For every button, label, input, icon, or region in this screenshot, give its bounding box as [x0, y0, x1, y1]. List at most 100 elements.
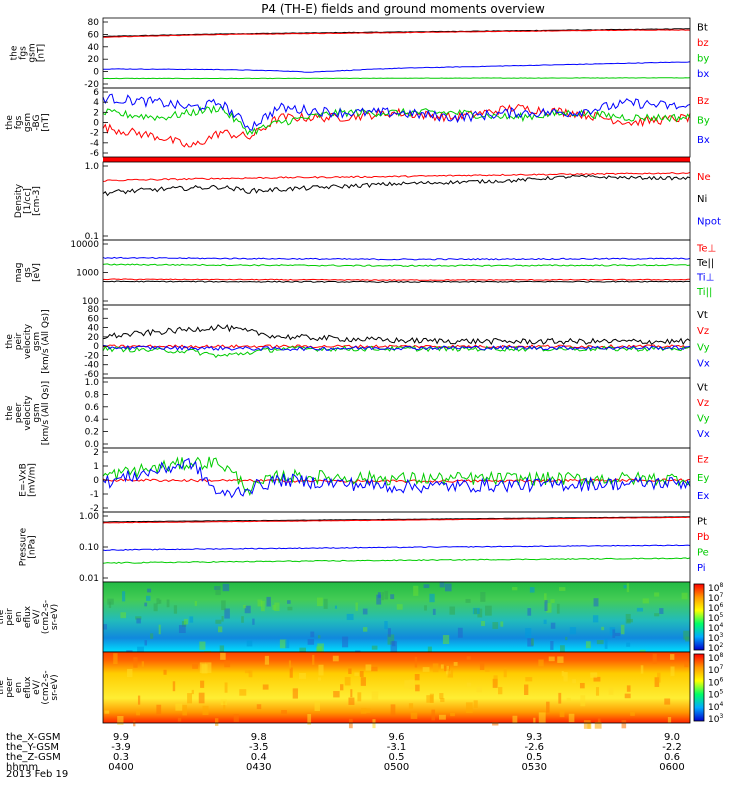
- x-tick-label: 0.5: [526, 752, 542, 763]
- series-Vx: [102, 344, 691, 352]
- panel-density: 1.0 0.1 Density[1/cc][cm-3] Ne Ni Npot: [14, 161, 721, 242]
- colorbar-label: 104: [708, 701, 723, 713]
- y-axis-label: thepeervelocitygsm[km/s (All Qs)]: [5, 381, 51, 445]
- x-tick-label: -3.5: [249, 742, 269, 753]
- series-Ex: [102, 457, 691, 499]
- y-tick-label: 1: [93, 462, 99, 472]
- series-bx: [103, 61, 691, 73]
- series-Pt: [102, 516, 691, 523]
- legend-Vz: Vz: [697, 398, 709, 409]
- y-tick-label: 100: [82, 297, 99, 307]
- x-tick-label: -2.2: [662, 742, 682, 753]
- legend-Pe: Pe: [697, 548, 709, 559]
- y-axis-label: E=-VxB[mV/m]: [19, 463, 38, 497]
- series-Te||: [102, 280, 691, 283]
- spectrogram-peer-flux: [103, 652, 690, 723]
- legend-Bx: Bx: [697, 135, 710, 146]
- y-tick-label: -2: [90, 504, 99, 514]
- series-bz: [103, 29, 691, 38]
- x-row-label: hhmm: [6, 762, 38, 773]
- y-tick-label: 1.0: [85, 378, 100, 388]
- series-Bx: [102, 93, 691, 131]
- panel-temp: 10000 1000 100 maggs[eV] Te⊥ Te|| Ti⊥ Ti||: [14, 239, 716, 307]
- y-tick-label: 0.8: [85, 390, 100, 400]
- y-axis-label: thepeirenefluxeV/(cm2-s-sr-eV): [0, 600, 60, 634]
- x-tick-label: 9.9: [113, 732, 129, 743]
- y-tick-label: -20: [84, 351, 99, 361]
- x-tick-label: -3.1: [387, 742, 407, 753]
- series-Pi: [102, 544, 691, 552]
- legend-Ti||: Ti||: [696, 287, 712, 298]
- legend-Npot: Npot: [697, 216, 721, 227]
- x-row-label: the_Y-GSM: [6, 742, 59, 753]
- y-axis-label: thepeirvelocitygsm[km/s (All Qs)]: [5, 309, 51, 373]
- y-tick-label: 0.1: [85, 232, 99, 242]
- y-tick-label: 1000: [76, 269, 99, 279]
- legend-Bz: Bz: [697, 96, 709, 107]
- series-by: [102, 77, 691, 80]
- y-tick-label: 20: [88, 333, 100, 343]
- x-tick-label: 0400: [108, 762, 133, 773]
- legend-Pi: Pi: [697, 563, 706, 574]
- legend-Vt: Vt: [697, 310, 708, 321]
- y-tick-label: 0.2: [85, 428, 99, 438]
- legend-by: by: [697, 54, 709, 65]
- y-tick-label: -4: [90, 139, 99, 149]
- series-Vt: [102, 324, 691, 346]
- date-label: 2013 Feb 19: [6, 769, 68, 780]
- series-Ne: [102, 171, 691, 182]
- series-Vz: [102, 344, 691, 349]
- y-tick-label: -2: [90, 129, 99, 139]
- y-axis-label: Density[1/cc][cm-3]: [14, 183, 42, 218]
- series-Ti⊥: [102, 256, 691, 261]
- y-axis-label: thefgsgsm[nT]: [10, 43, 47, 62]
- legend-bz: bz: [697, 38, 709, 49]
- panel-pressure: 1.00 0.10 0.01 Pressure[nPa] Pt Pb Pe Pi: [19, 511, 709, 584]
- colorbar-label: 106: [708, 676, 723, 688]
- colorbar-label: 105: [708, 689, 723, 701]
- separator-band: [103, 157, 690, 162]
- y-tick-label: 4: [93, 98, 99, 108]
- x-row-label: the_Z-GSM: [6, 752, 61, 763]
- legend-Ti⊥: Ti⊥: [696, 272, 714, 283]
- legend-Te||: Te||: [696, 258, 714, 269]
- y-axis-label: Pressure[nPa]: [19, 527, 38, 566]
- y-tick-label: -40: [84, 361, 99, 371]
- legend-Vx: Vx: [697, 359, 710, 370]
- legend-Ne: Ne: [697, 172, 711, 183]
- legend-Vz: Vz: [697, 326, 709, 337]
- legend-Te⊥: Te⊥: [696, 244, 716, 255]
- x-row-label: the_X-GSM: [6, 732, 60, 743]
- y-tick-label: 0.01: [79, 574, 99, 584]
- colorbar-label: 108: [708, 652, 723, 664]
- y-axis-label: thepeerenefluxeV/(cm2-s-sr-eV): [0, 670, 60, 704]
- x-tick-label: 0.6: [664, 752, 680, 763]
- y-tick-label: 1.00: [79, 512, 99, 522]
- y-tick-label: 6: [93, 88, 99, 98]
- y-axis-label: thefgsgsm-BG[nT]: [5, 113, 51, 132]
- legend-Vy: Vy: [697, 414, 710, 425]
- panel-frame: [102, 377, 691, 449]
- y-tick-label: 60: [88, 314, 100, 324]
- y-tick-label: 0: [93, 476, 99, 486]
- series-Bz: [102, 103, 691, 148]
- x-tick-label: 9.3: [526, 732, 542, 743]
- y-tick-label: 60: [88, 30, 100, 40]
- y-tick-label: -20: [84, 80, 99, 90]
- legend-Vt: Vt: [697, 382, 708, 393]
- legend-Pb: Pb: [697, 532, 709, 543]
- legend-By: By: [697, 115, 710, 126]
- panel-efield: 2 1 0 -1 -2 E=-VxB[mV/m] Ez Ey Ex: [19, 447, 709, 514]
- x-tick-label: -3.9: [111, 742, 131, 753]
- x-tick-label: 0600: [659, 762, 684, 773]
- y-tick-label: 10000: [70, 240, 99, 250]
- series-Pe: [102, 557, 691, 564]
- colorbar-label: 107: [708, 664, 723, 676]
- y-tick-label: -60: [84, 370, 99, 380]
- legend-bx: bx: [697, 69, 709, 80]
